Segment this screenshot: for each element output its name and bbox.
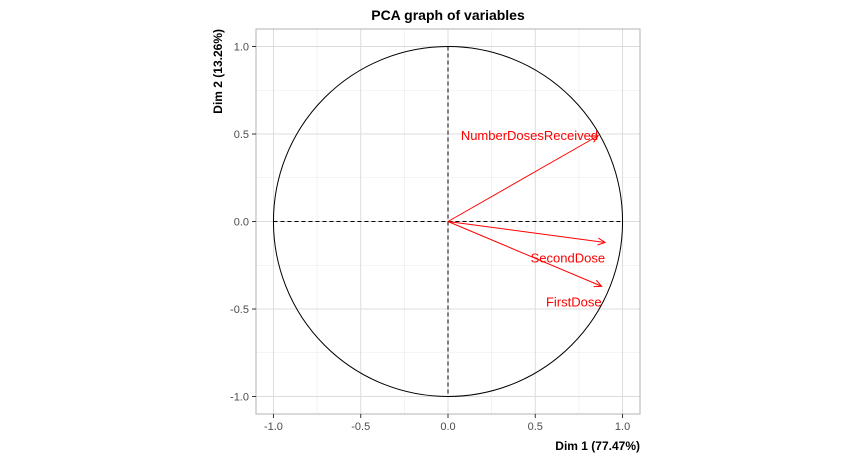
variable-labels: NumberDosesReceived SecondDose FirstDose (461, 128, 605, 310)
variable-arrow-FirstDose (447, 221, 602, 287)
x-tick-label: -0.5 (351, 421, 370, 433)
variable-label-FirstDose: FirstDose (546, 294, 602, 309)
y-axis-ticks: -1.0 -0.5 0.0 0.5 1.0 (230, 42, 256, 404)
x-tick-label: 1.0 (615, 421, 630, 433)
unit-circle (272, 46, 624, 397)
x-tick-label: 0.0 (440, 421, 455, 433)
y-axis-title: Dim 2 (13.26%) (211, 29, 225, 114)
arrowhead-NumberDosesReceived (590, 135, 600, 143)
x-tick-label: 0.5 (528, 421, 543, 433)
x-tick-label: -1.0 (264, 421, 283, 433)
arrowhead-SecondDose (597, 237, 607, 246)
variable-arrow-NumberDosesReceived (447, 135, 599, 222)
arrowhead-FirstDose (593, 279, 603, 288)
y-tick-label: -0.5 (230, 304, 249, 316)
variable-arrows (447, 135, 607, 288)
y-tick-label: 1.0 (234, 42, 249, 54)
variable-arrow-SecondDose (447, 221, 606, 243)
y-tick-label: 0.5 (234, 129, 249, 141)
variable-label-NumberDosesReceived: NumberDosesReceived (461, 128, 598, 143)
x-axis-title: Dim 1 (77.47%) (555, 439, 640, 453)
chart-title: PCA graph of variables (371, 7, 525, 23)
y-tick-label: -1.0 (230, 392, 249, 404)
unit-circle-layer (272, 46, 624, 397)
x-axis-ticks: -1.0 -0.5 0.0 0.5 1.0 (264, 414, 630, 433)
y-tick-label: 0.0 (234, 217, 249, 229)
variable-label-SecondDose: SecondDose (531, 251, 605, 266)
